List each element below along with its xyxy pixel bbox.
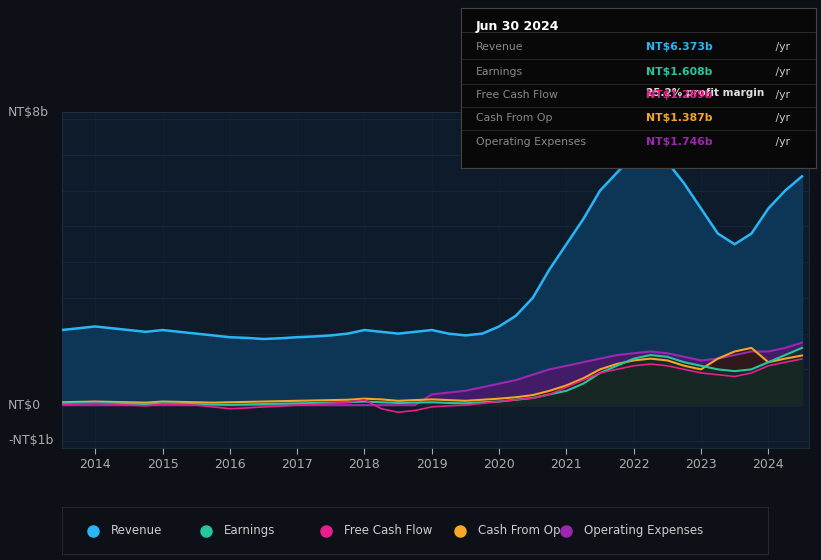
Text: Cash From Op: Cash From Op — [475, 113, 552, 123]
Text: Jun 30 2024: Jun 30 2024 — [475, 20, 559, 32]
Text: NT$1.289b: NT$1.289b — [646, 90, 712, 100]
Text: /yr: /yr — [773, 113, 791, 123]
Text: NT$8b: NT$8b — [8, 106, 49, 119]
Text: Free Cash Flow: Free Cash Flow — [475, 90, 557, 100]
Text: Operating Expenses: Operating Expenses — [584, 524, 704, 537]
Text: /yr: /yr — [773, 90, 791, 100]
Text: Earnings: Earnings — [475, 67, 523, 77]
Text: Earnings: Earnings — [224, 524, 275, 537]
Text: Revenue: Revenue — [111, 524, 163, 537]
Text: Cash From Op: Cash From Op — [478, 524, 561, 537]
Text: NT$1.746b: NT$1.746b — [646, 137, 713, 147]
Text: /yr: /yr — [773, 137, 791, 147]
Text: Operating Expenses: Operating Expenses — [475, 137, 585, 147]
Text: Free Cash Flow: Free Cash Flow — [344, 524, 433, 537]
Text: /yr: /yr — [773, 67, 791, 77]
Text: NT$1.608b: NT$1.608b — [646, 67, 712, 77]
Text: /yr: /yr — [773, 41, 791, 52]
Text: 25.2% profit margin: 25.2% profit margin — [646, 88, 764, 98]
Text: NT$1.387b: NT$1.387b — [646, 113, 713, 123]
Text: NT$0: NT$0 — [8, 399, 41, 412]
Text: -NT$1b: -NT$1b — [8, 435, 53, 447]
Text: NT$6.373b: NT$6.373b — [646, 41, 713, 52]
Text: Revenue: Revenue — [475, 41, 523, 52]
